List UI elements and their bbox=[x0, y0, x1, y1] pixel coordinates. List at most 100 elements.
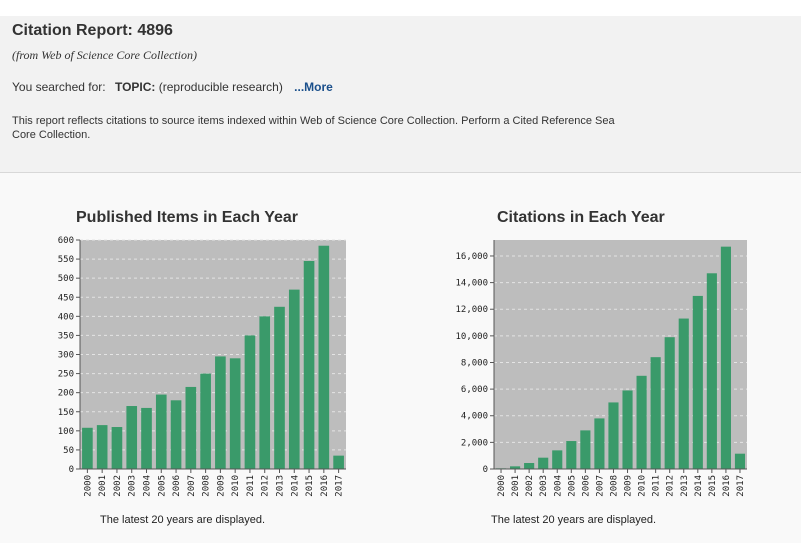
x-tick-label: 2011 bbox=[246, 475, 256, 497]
y-tick-label: 200 bbox=[58, 389, 74, 399]
bar bbox=[524, 463, 535, 469]
y-tick-label: 100 bbox=[58, 427, 74, 437]
bar bbox=[333, 455, 344, 469]
bar bbox=[664, 337, 675, 469]
bar bbox=[706, 273, 717, 469]
page-title: Citation Report: 4896 bbox=[12, 22, 173, 39]
x-tick-label: 2000 bbox=[83, 475, 93, 497]
x-tick-label: 2014 bbox=[694, 475, 704, 497]
y-tick-label: 12,000 bbox=[455, 305, 488, 315]
x-tick-label: 2017 bbox=[736, 475, 746, 497]
bar bbox=[650, 357, 661, 469]
x-tick-label: 2006 bbox=[172, 475, 182, 497]
description-line-2: Core Collection. bbox=[12, 129, 91, 141]
bar bbox=[185, 386, 197, 469]
bar bbox=[155, 394, 167, 469]
bar bbox=[580, 430, 591, 469]
y-tick-label: 150 bbox=[58, 408, 74, 418]
x-tick-label: 2003 bbox=[128, 475, 138, 497]
x-tick-label: 2002 bbox=[113, 475, 123, 497]
bar bbox=[678, 318, 689, 469]
charts-area: Published Items in Each Year 0 50 100 150 20… bbox=[0, 173, 801, 543]
bar bbox=[734, 453, 746, 469]
x-tick-label: 2011 bbox=[652, 475, 662, 497]
published-items-chart: Published Items in Each Year 0 50 100 150 20… bbox=[0, 173, 380, 543]
x-tick-label: 2013 bbox=[276, 475, 286, 497]
x-tick-label: 2009 bbox=[624, 475, 634, 497]
x-tick-label: 2012 bbox=[666, 475, 676, 497]
chart-title: Citations in Each Year bbox=[497, 209, 665, 226]
x-tick-label: 2008 bbox=[202, 475, 212, 497]
x-tick-label: 2001 bbox=[511, 475, 521, 497]
x-tick-label: 2000 bbox=[497, 475, 507, 497]
bar bbox=[244, 335, 256, 469]
y-tick-label: 550 bbox=[58, 255, 74, 265]
x-tick-label: 2008 bbox=[609, 475, 619, 497]
x-tick-label: 2015 bbox=[305, 475, 315, 497]
chart-footer: The latest 20 years are displayed. bbox=[100, 514, 266, 526]
search-topic-label: TOPIC: bbox=[114, 80, 156, 94]
description-line-1: This report reflects citations to source… bbox=[12, 115, 615, 127]
y-tick-label: 300 bbox=[58, 351, 74, 361]
y-tick-label: 350 bbox=[58, 331, 74, 341]
bar bbox=[111, 427, 123, 469]
x-tick-label: 2012 bbox=[261, 475, 271, 497]
x-tick-label: 2005 bbox=[157, 475, 167, 497]
y-tick-label: 600 bbox=[58, 236, 74, 246]
x-tick-label: 2009 bbox=[216, 475, 226, 497]
x-tick-label: 2007 bbox=[595, 475, 605, 497]
bar bbox=[622, 390, 633, 469]
x-tick-label: 2004 bbox=[143, 475, 153, 497]
y-tick-label: 14,000 bbox=[455, 279, 488, 289]
published-items-plot: 0 50 100 150 200 250 300 350 400 450 500 550 600 2000… bbox=[58, 236, 346, 497]
x-tick-label: 2014 bbox=[290, 475, 300, 497]
citations-plot: 0 2,000 4,000 6,000 8,000 10,000 12,000 14,000 1… bbox=[455, 240, 747, 497]
bar bbox=[538, 457, 549, 469]
x-tick-label: 2006 bbox=[581, 475, 591, 497]
bar bbox=[318, 245, 330, 469]
bar bbox=[303, 260, 315, 469]
bar bbox=[96, 425, 108, 469]
x-tick-label: 2016 bbox=[320, 475, 330, 497]
y-tick-label: 0 bbox=[483, 465, 488, 475]
report-description: This report reflects citations to source… bbox=[12, 114, 792, 142]
x-tick-label: 2003 bbox=[539, 475, 549, 497]
y-tick-label: 450 bbox=[58, 293, 74, 303]
bar bbox=[141, 407, 152, 469]
y-tick-label: 400 bbox=[58, 312, 74, 322]
bar bbox=[566, 441, 577, 469]
bar bbox=[274, 306, 285, 469]
y-tick-label: 4,000 bbox=[461, 412, 488, 422]
search-summary: You searched for: TOPIC: (reproducible r… bbox=[12, 80, 333, 94]
x-tick-label: 2007 bbox=[187, 475, 197, 497]
bar bbox=[259, 316, 271, 469]
chart-footer: The latest 20 years are displayed. bbox=[491, 514, 657, 526]
x-tick-label: 2001 bbox=[98, 475, 108, 497]
y-tick-label: 6,000 bbox=[461, 385, 488, 395]
y-tick-label: 50 bbox=[63, 446, 74, 456]
bar bbox=[82, 427, 93, 469]
bar bbox=[594, 418, 605, 469]
y-tick-label: 250 bbox=[58, 370, 74, 380]
bar bbox=[552, 450, 563, 469]
bar bbox=[636, 375, 647, 469]
y-tick-label: 8,000 bbox=[461, 358, 488, 368]
more-link[interactable]: ...More bbox=[294, 80, 333, 94]
y-tick-label: 0 bbox=[69, 465, 74, 475]
x-tick-label: 2015 bbox=[708, 475, 718, 497]
plot-area bbox=[494, 240, 747, 469]
search-prefix: You searched for: bbox=[12, 80, 106, 94]
bar bbox=[126, 406, 138, 469]
bar bbox=[215, 356, 226, 469]
bar bbox=[692, 295, 703, 469]
chart-title: Published Items in Each Year bbox=[76, 209, 299, 226]
x-tick-label: 2017 bbox=[335, 475, 345, 497]
page-subtitle: (from Web of Science Core Collection) bbox=[12, 48, 197, 62]
x-tick-label: 2013 bbox=[680, 475, 690, 497]
bar bbox=[229, 358, 241, 469]
y-tick-label: 16,000 bbox=[455, 252, 488, 262]
x-tick-label: 2016 bbox=[722, 475, 732, 497]
bar bbox=[200, 373, 211, 469]
report-header: Citation Report: 4896 (from Web of Scien… bbox=[0, 16, 801, 173]
y-tick-label: 2,000 bbox=[461, 438, 488, 448]
